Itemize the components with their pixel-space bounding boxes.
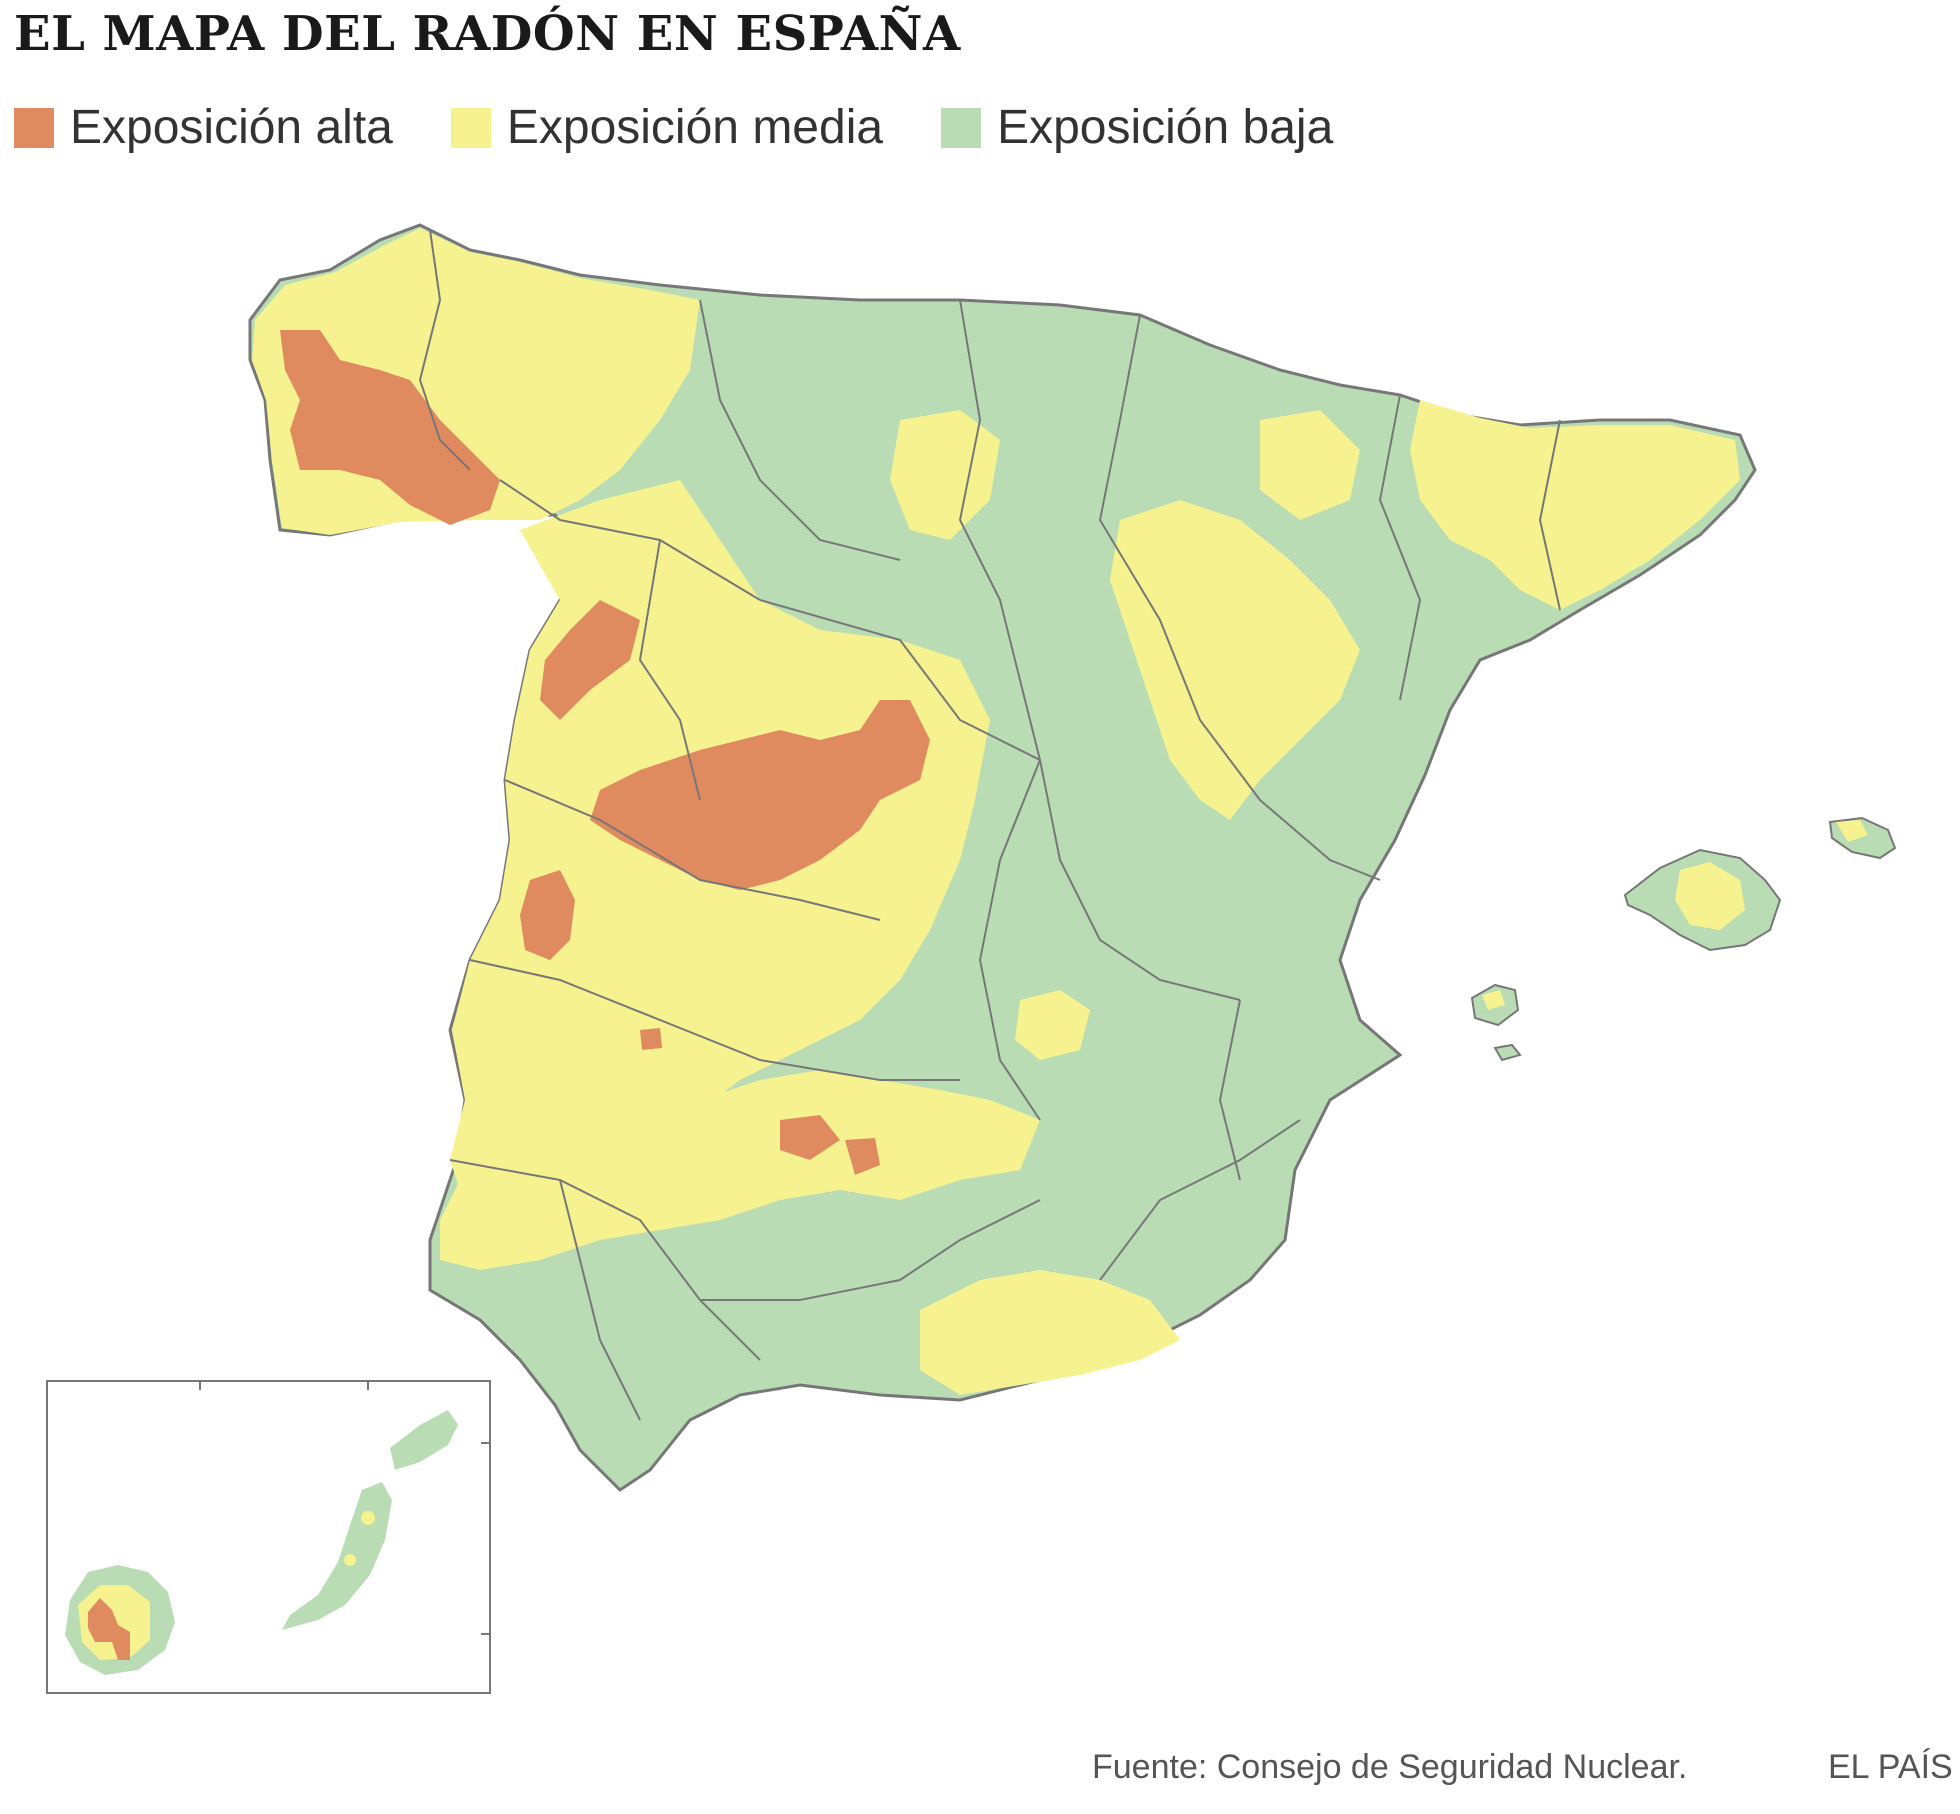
canary-islands-inset: [46, 1380, 491, 1694]
high-zone-caceres: [520, 870, 575, 960]
formentera-island: [1493, 1043, 1522, 1062]
high-zone-central-system: [590, 700, 930, 890]
high-zone-galicia: [280, 330, 500, 525]
mallorca-medium-zone: [1675, 862, 1745, 930]
high-zone-ciudad-real-east: [845, 1138, 880, 1175]
legend-label-high: Exposición alta: [70, 101, 393, 154]
medium-zone-la-mancha: [1015, 990, 1090, 1060]
legend: Exposición alta Exposición media Exposic…: [14, 100, 1391, 155]
province-boundaries: [418, 229, 1561, 1421]
ibiza-medium-zone: [1482, 990, 1505, 1010]
medium-zone-southwest: [440, 1070, 1040, 1270]
legend-swatch-medium: [450, 107, 491, 148]
medium-zone-southeast: [920, 1270, 1180, 1395]
gran-canaria-high-zone: [88, 1598, 130, 1660]
high-zone-ciudad-real: [780, 1115, 840, 1160]
legend-item-low: Exposición baja: [941, 100, 1333, 155]
menorca-medium-zone: [1836, 820, 1868, 842]
source-note: Fuente: Consejo de Seguridad Nuclear.: [1092, 1748, 1688, 1786]
medium-zone-pyrenees: [1410, 400, 1740, 610]
map-title: EL MAPA DEL RADÓN EN ESPAÑA: [14, 6, 961, 62]
medium-zone-north-center: [890, 410, 1000, 540]
medium-zone-east-center: [1260, 410, 1360, 520]
legend-label-medium: Exposición media: [506, 101, 884, 154]
lanzarote-island: [390, 1410, 458, 1470]
high-zone-badajoz: [640, 1028, 662, 1050]
legend-label-low: Exposición baja: [997, 101, 1334, 154]
legend-swatch-low: [941, 107, 982, 148]
legend-item-medium: Exposición media: [450, 100, 884, 155]
legend-swatch-high: [14, 107, 54, 148]
medium-zone-aragon: [1110, 500, 1360, 820]
high-zone-salamanca: [540, 600, 640, 720]
radon-map: [46, 223, 1897, 1694]
legend-item-high: Exposición alta: [14, 100, 393, 155]
publisher-brand: EL PAÍS: [1828, 1748, 1953, 1786]
